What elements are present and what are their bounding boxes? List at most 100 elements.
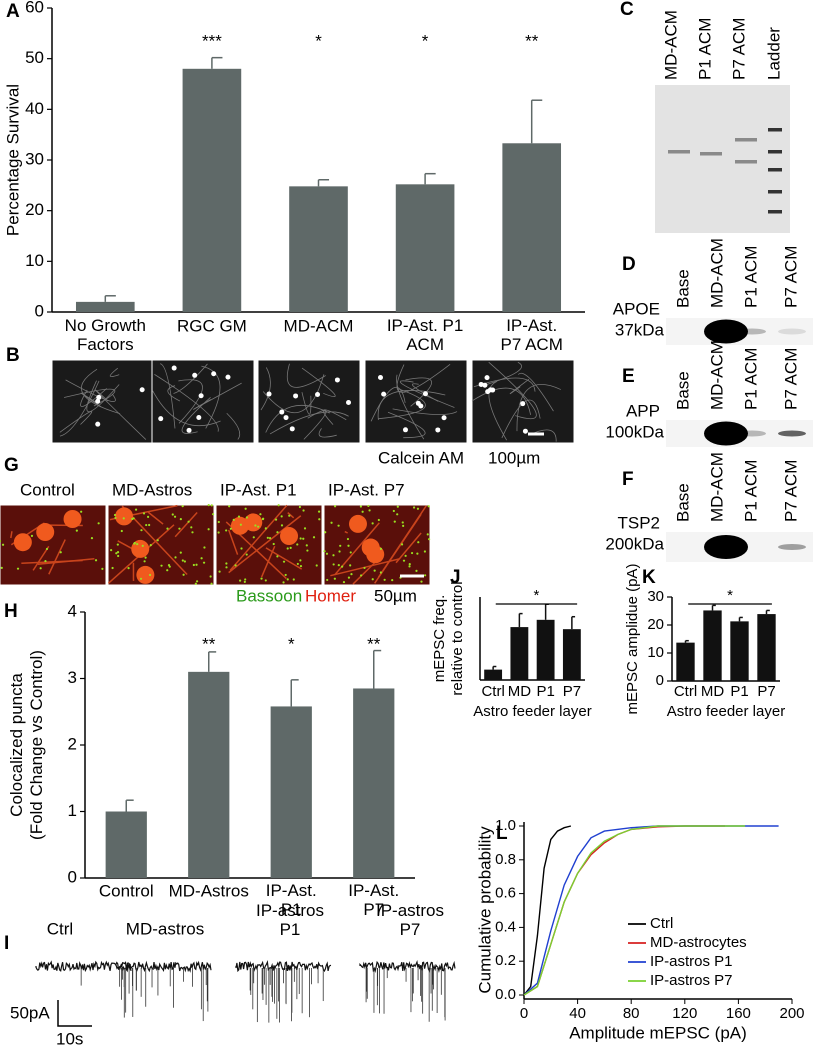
puncta xyxy=(134,508,138,511)
puncta xyxy=(200,557,203,560)
bar xyxy=(353,688,395,878)
legend-label: IP-astros P1 xyxy=(650,953,733,970)
puncta xyxy=(299,559,302,562)
puncta xyxy=(218,570,221,573)
gel-band xyxy=(668,150,690,154)
scale-label: 100µm xyxy=(488,448,540,467)
puncta xyxy=(45,547,49,551)
puncta xyxy=(333,505,337,508)
puncta xyxy=(428,538,431,541)
puncta xyxy=(232,518,235,521)
lane-label: P7 ACM xyxy=(781,348,800,410)
legend-label: Ctrl xyxy=(650,915,673,932)
x-tick-label: IP-Ast. P1 ACM xyxy=(387,316,464,354)
dendrite xyxy=(344,530,349,534)
puncta xyxy=(346,537,350,541)
neurite xyxy=(301,367,336,397)
y-tick-label: 0.4 xyxy=(495,918,516,935)
x-tick-label: Ctrl xyxy=(481,683,504,700)
puncta xyxy=(282,560,286,563)
lane-label: MD-ACM xyxy=(661,10,680,80)
y-axis-label: Colocalized puncta(Fold Change vs Contro… xyxy=(7,650,46,840)
neurite xyxy=(109,367,120,378)
cell-body xyxy=(63,510,82,529)
puncta xyxy=(120,529,123,533)
puncta xyxy=(350,573,353,576)
neurite xyxy=(471,387,532,415)
lane-label: Ladder xyxy=(764,27,783,80)
neurite xyxy=(59,411,93,433)
puncta xyxy=(195,580,199,583)
panel-label: F xyxy=(622,469,634,490)
x-tick-label: 120 xyxy=(672,1005,697,1022)
y-tick-label: 0.2 xyxy=(495,952,516,969)
scale-label: 50µm xyxy=(374,586,417,605)
puncta xyxy=(179,518,182,521)
x-tick-label: MD xyxy=(508,683,531,700)
neurite xyxy=(193,382,242,410)
puncta xyxy=(341,565,344,568)
neurite xyxy=(517,372,554,412)
significance: ** xyxy=(202,634,216,653)
neurite xyxy=(94,389,147,440)
puncta xyxy=(286,578,289,581)
legend-label: MD-astrocytes xyxy=(650,934,747,951)
scale-label: 50pA xyxy=(10,1003,50,1022)
stain-label: Bassoon xyxy=(236,586,302,605)
puncta xyxy=(0,566,3,569)
puncta xyxy=(111,566,114,570)
dendrite xyxy=(48,539,66,575)
puncta xyxy=(359,505,363,508)
puncta xyxy=(148,573,152,577)
scale-bar xyxy=(57,1000,92,1027)
puncta xyxy=(400,543,404,546)
bar xyxy=(395,184,455,312)
puncta xyxy=(244,507,247,510)
soma xyxy=(211,371,217,377)
soma xyxy=(381,391,387,397)
puncta xyxy=(75,529,78,532)
y-tick-label: 3 xyxy=(68,668,77,687)
lane-label: Base xyxy=(673,483,692,522)
cell-body xyxy=(280,527,299,546)
x-tick-label: IP-Ast. P1 xyxy=(266,881,317,919)
puncta xyxy=(367,504,370,508)
y-axis-label: Percentage Survival xyxy=(3,84,22,236)
puncta xyxy=(317,510,321,513)
soma xyxy=(158,416,164,422)
protein-label: TSP2 xyxy=(617,513,660,532)
puncta xyxy=(261,518,264,521)
puncta xyxy=(379,571,382,574)
puncta xyxy=(225,529,228,532)
panel-label: H xyxy=(4,601,18,622)
neurite xyxy=(370,386,406,422)
bar xyxy=(536,619,555,680)
soma xyxy=(522,428,528,434)
puncta xyxy=(286,547,289,550)
condition-label: MD-astros xyxy=(126,919,204,938)
puncta xyxy=(225,562,228,565)
y-tick-label: 0.8 xyxy=(495,851,516,868)
puncta xyxy=(305,544,308,547)
gel-band xyxy=(735,160,757,164)
bar xyxy=(75,301,135,312)
soma xyxy=(478,381,484,387)
puncta xyxy=(181,505,184,508)
bar xyxy=(182,68,242,312)
neurite xyxy=(488,361,537,420)
lane-label: P1 ACM xyxy=(741,460,760,522)
gel-band xyxy=(768,150,782,154)
significance: * xyxy=(534,587,540,604)
puncta xyxy=(39,567,42,570)
puncta xyxy=(302,509,305,512)
x-tick-label: 200 xyxy=(779,1005,804,1022)
puncta xyxy=(116,551,120,554)
bar xyxy=(502,143,562,312)
puncta xyxy=(191,531,194,534)
puncta xyxy=(243,580,246,583)
neurite xyxy=(265,405,330,433)
puncta xyxy=(80,510,83,513)
puncta xyxy=(424,574,427,577)
x-tick-label: P7 xyxy=(757,683,775,700)
